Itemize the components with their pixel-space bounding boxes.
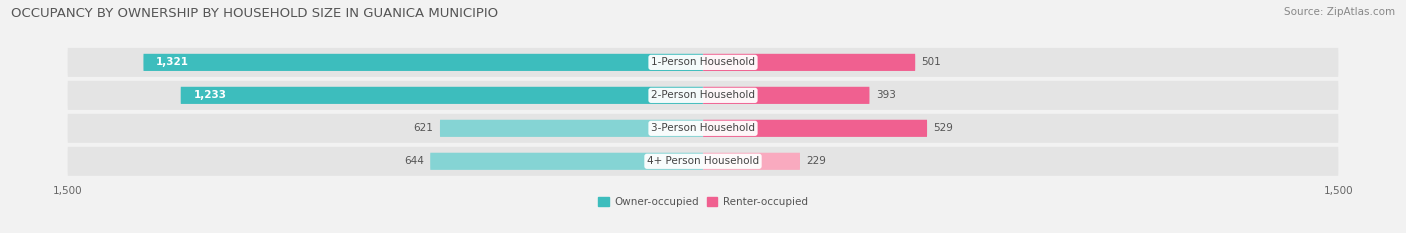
FancyBboxPatch shape xyxy=(67,147,1339,176)
FancyBboxPatch shape xyxy=(703,54,915,71)
Text: 1,321: 1,321 xyxy=(156,57,190,67)
Text: 2-Person Household: 2-Person Household xyxy=(651,90,755,100)
Legend: Owner-occupied, Renter-occupied: Owner-occupied, Renter-occupied xyxy=(599,197,807,207)
Text: 229: 229 xyxy=(807,156,827,166)
FancyBboxPatch shape xyxy=(67,114,1339,143)
Text: 501: 501 xyxy=(921,57,942,67)
Text: 621: 621 xyxy=(413,123,433,133)
Text: 1-Person Household: 1-Person Household xyxy=(651,57,755,67)
Text: OCCUPANCY BY OWNERSHIP BY HOUSEHOLD SIZE IN GUANICA MUNICIPIO: OCCUPANCY BY OWNERSHIP BY HOUSEHOLD SIZE… xyxy=(11,7,498,20)
FancyBboxPatch shape xyxy=(440,120,703,137)
FancyBboxPatch shape xyxy=(67,81,1339,110)
FancyBboxPatch shape xyxy=(430,153,703,170)
FancyBboxPatch shape xyxy=(143,54,703,71)
FancyBboxPatch shape xyxy=(703,87,869,104)
Text: Source: ZipAtlas.com: Source: ZipAtlas.com xyxy=(1284,7,1395,17)
Text: 1,233: 1,233 xyxy=(194,90,226,100)
Text: 644: 644 xyxy=(404,156,423,166)
FancyBboxPatch shape xyxy=(181,87,703,104)
Text: 393: 393 xyxy=(876,90,896,100)
Text: 529: 529 xyxy=(934,123,953,133)
FancyBboxPatch shape xyxy=(703,120,927,137)
Text: 3-Person Household: 3-Person Household xyxy=(651,123,755,133)
Text: 4+ Person Household: 4+ Person Household xyxy=(647,156,759,166)
FancyBboxPatch shape xyxy=(67,48,1339,77)
FancyBboxPatch shape xyxy=(703,153,800,170)
